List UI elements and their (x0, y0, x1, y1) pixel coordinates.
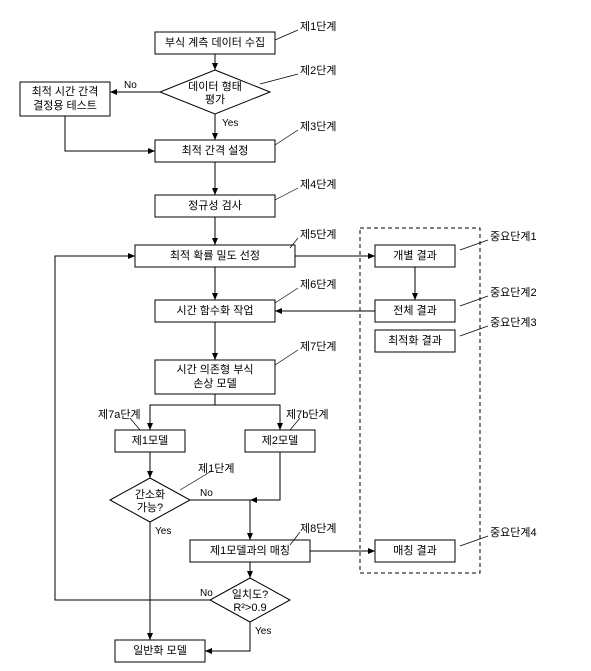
leader-2 (275, 130, 298, 145)
node-n7a-text: 제1모델 (132, 434, 168, 447)
node-nSimp-text1: 간소화 (135, 488, 165, 501)
node-n1-text: 부식 계측 데이터 수집 (165, 36, 265, 49)
step-label-s1b: 제1단계 (198, 462, 234, 475)
step-label-s2: 제2단계 (300, 64, 336, 77)
step-label-i3: 중요단계3 (490, 316, 537, 329)
edge-2 (65, 116, 155, 151)
edge-9 (215, 394, 280, 430)
edge-label-no3: No (200, 588, 213, 599)
leader-14 (460, 536, 488, 546)
leader-5 (275, 288, 298, 303)
leader-3 (275, 188, 298, 200)
node-n8-text: 제1모델과의 매칭 (210, 544, 290, 557)
node-n2-text1: 데이터 형태 (188, 80, 242, 93)
node-imp3-text: 최적화 결과 (388, 334, 442, 347)
node-nSimp-text2: 가능? (137, 501, 163, 514)
node-nTest-text1: 최적 시간 간격 (32, 85, 99, 98)
node-nGen-text: 일반화 모델 (133, 643, 187, 657)
important-group-box (360, 228, 480, 573)
edge-label-no1: No (124, 80, 137, 91)
node-n7-text1: 시간 의존형 부식 (177, 363, 254, 376)
leader-13 (460, 326, 488, 336)
step-label-s7: 제7단계 (300, 340, 336, 353)
node-n7b-text: 제2모델 (262, 434, 298, 447)
node-n4-text: 정규성 검사 (188, 199, 242, 212)
leader-11 (460, 240, 488, 250)
leader-12 (460, 296, 488, 306)
node-imp2-text: 전체 결과 (393, 304, 437, 317)
step-label-s3: 제3단계 (300, 120, 336, 133)
edge-11 (190, 500, 250, 540)
edge-label-no2: No (200, 488, 213, 499)
node-imp1-text: 개별 결과 (393, 249, 437, 262)
node-n3-text: 최적 간격 설정 (182, 144, 249, 157)
edge-8 (150, 394, 215, 430)
step-label-s7a: 제7a단계 (98, 408, 141, 421)
node-n6-text: 시간 함수화 작업 (177, 304, 254, 317)
step-label-s5: 제5단계 (300, 228, 336, 241)
leader-1 (260, 74, 298, 84)
node-n2-text2: 평가 (205, 93, 225, 106)
node-nTest-text2: 결정용 테스트 (33, 99, 97, 112)
node-nFit-text1: 일치도? (232, 587, 268, 601)
step-label-i4: 중요단계4 (490, 526, 537, 539)
edge-15 (205, 622, 250, 651)
step-label-s8: 제8단계 (300, 522, 336, 535)
step-label-s6: 제6단계 (300, 278, 336, 291)
node-n7-text2: 손상 모델 (193, 377, 237, 390)
node-imp4-text: 매칭 결과 (393, 544, 437, 557)
edge-label-yes2: Yes (155, 526, 171, 537)
step-label-s4: 제4단계 (300, 178, 336, 191)
step-label-i1: 중요단계1 (490, 230, 537, 243)
edge-12 (250, 452, 280, 500)
step-label-s7b: 제7b단계 (286, 408, 329, 421)
edge-label-yes3: Yes (255, 626, 271, 637)
node-n5-text: 최적 확률 밀도 선정 (170, 249, 260, 262)
leader-6 (275, 350, 298, 365)
edge-label-yes1: Yes (222, 118, 238, 129)
step-label-i2: 중요단계2 (490, 286, 537, 299)
step-label-s1: 제1단계 (300, 20, 336, 33)
node-nFit-text2: R²>0.9 (233, 602, 266, 614)
leader-0 (275, 30, 298, 40)
